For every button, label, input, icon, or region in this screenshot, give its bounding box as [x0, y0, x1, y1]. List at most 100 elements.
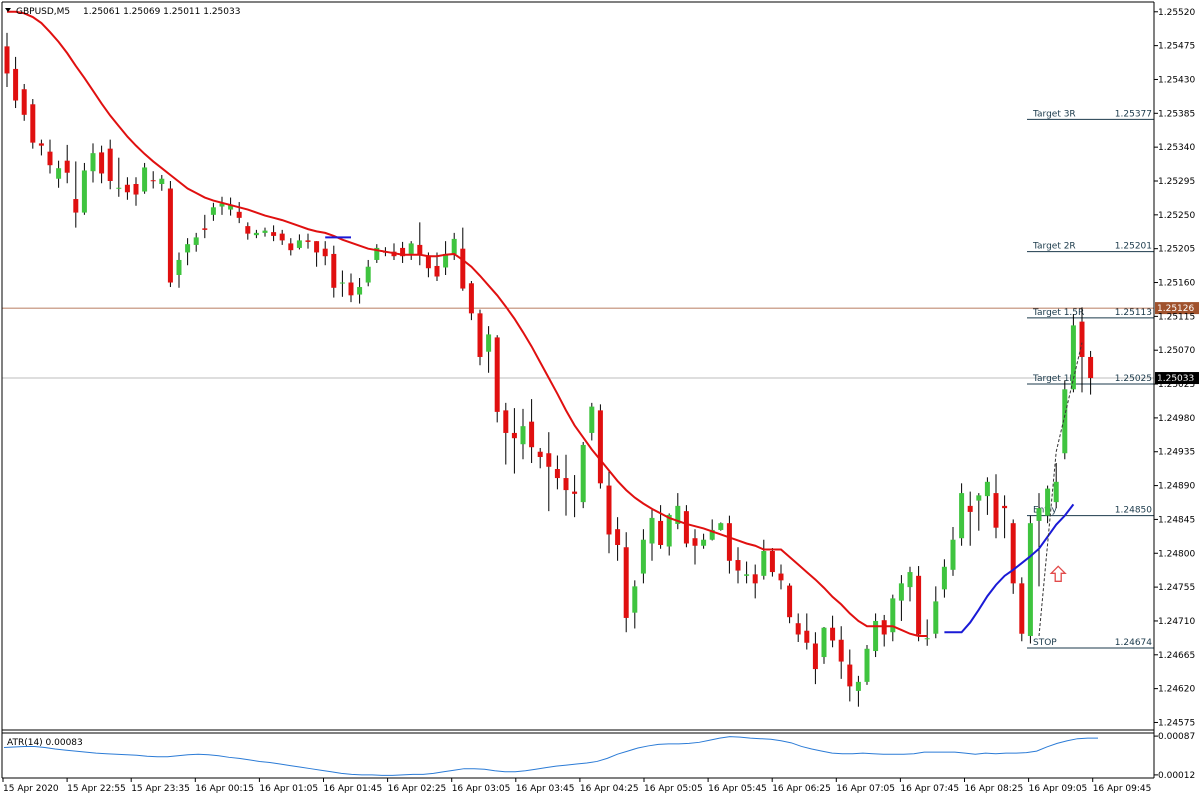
candle-up: [210, 207, 216, 215]
candle-up: [1070, 325, 1076, 390]
candle-down: [503, 410, 509, 433]
candles: [4, 32, 1094, 707]
candle-down: [434, 265, 440, 277]
candle-up: [374, 247, 380, 260]
candle-down: [4, 46, 10, 74]
candle-down: [830, 627, 836, 641]
candle-down: [417, 244, 423, 255]
candle-up: [718, 523, 724, 530]
candle-up: [744, 574, 750, 576]
moving-average-red: [7, 10, 928, 637]
candle-down: [683, 511, 689, 544]
candle-up: [649, 517, 655, 544]
candle-up: [159, 178, 165, 184]
y-tick-label: 1.24845: [1158, 515, 1195, 525]
candle-down: [752, 574, 758, 584]
x-axis: 15 Apr 2020 15 Apr 22:55 15 Apr 23:35 16 Ap…: [2, 778, 1152, 794]
candle-up: [357, 287, 363, 295]
candle-up: [907, 572, 913, 588]
y-tick-label: 1.24710: [1158, 617, 1195, 627]
y-tick-label: 1.24665: [1158, 651, 1195, 661]
y-tick-label: 1.25115: [1158, 312, 1195, 322]
level-value: 1.24674: [1115, 638, 1152, 648]
candle-down: [107, 148, 113, 181]
level-name: STOP: [1033, 638, 1057, 648]
candle-up: [262, 230, 268, 233]
trend-line: [1038, 342, 1083, 637]
candle-down: [572, 491, 578, 494]
candle-down: [795, 623, 801, 635]
ohlc-header: 1.25061 1.25069 1.25011 1.25033: [83, 7, 240, 17]
y-tick-label: 1.24980: [1158, 414, 1195, 424]
y-tick-label: 1.24620: [1158, 685, 1195, 695]
candle-up: [1062, 389, 1068, 454]
x-tick-label: 15 Apr 22:55: [67, 784, 126, 794]
chart-title: GBPUSD,M5: [16, 7, 70, 17]
candle-up: [761, 551, 767, 576]
y-tick-label: 1.24755: [1158, 583, 1195, 593]
x-tick-label: 16 Apr 02:25: [388, 784, 447, 794]
candle-down: [64, 160, 70, 173]
candle-down: [537, 451, 543, 457]
candle-down: [21, 89, 27, 115]
candle-up: [451, 238, 457, 254]
candle-up: [580, 444, 586, 503]
candle-down: [468, 283, 474, 314]
entry-arrow-icon: [1049, 565, 1067, 582]
moving-average-blue: [944, 503, 1075, 634]
atr-line: [3, 736, 1098, 776]
candle-down: [322, 248, 328, 257]
level-value: 1.25377: [1115, 109, 1152, 119]
candle-up: [855, 681, 861, 691]
level-name: Target 2R: [1032, 242, 1076, 252]
candle-up: [941, 566, 947, 590]
candle-up: [675, 505, 681, 524]
candle-up: [219, 203, 225, 207]
level-value: 1.25201: [1115, 242, 1152, 252]
candle-up: [890, 598, 896, 633]
y-tick-label: 1.24575: [1158, 718, 1195, 728]
level-name: Target 1.5R: [1032, 308, 1084, 318]
x-tick-label: 15 Apr 23:35: [131, 784, 190, 794]
dropdown-triangle-icon[interactable]: [5, 8, 11, 12]
candle-up: [193, 237, 199, 245]
x-tick-label: 16 Apr 09:05: [1029, 784, 1088, 794]
candle-up: [666, 514, 672, 547]
candle-down: [150, 180, 156, 182]
y-tick-label: 1.25520: [1158, 8, 1195, 18]
y-tick-label: 1.25340: [1158, 143, 1195, 153]
candle-down: [1019, 583, 1025, 634]
candle-down: [73, 199, 79, 213]
candle-down: [477, 313, 483, 357]
atr-label: ATR(14) 0.00083: [7, 738, 83, 748]
candle-down: [916, 575, 922, 635]
candle-down: [563, 478, 569, 491]
candle-down: [735, 560, 741, 571]
candle-down: [967, 505, 973, 512]
x-tick-label: 16 Apr 05:45: [708, 784, 767, 794]
level-value: 1.25025: [1115, 374, 1152, 384]
x-tick-label: 16 Apr 05:05: [644, 784, 703, 794]
candle-down: [305, 240, 311, 242]
candle-down: [13, 68, 19, 101]
candle-down: [425, 255, 431, 269]
candle-up: [821, 627, 827, 658]
candle-up: [1053, 481, 1059, 503]
x-tick-label: 16 Apr 09:45: [1093, 784, 1152, 794]
annotations: [1038, 342, 1083, 637]
candle-down: [623, 547, 629, 618]
candle-up: [1045, 488, 1051, 516]
x-tick-label: 15 Apr 2020: [3, 784, 59, 794]
candle-down: [993, 493, 999, 528]
candle-up: [142, 167, 148, 192]
candle-down: [271, 232, 277, 236]
candle-down: [288, 243, 294, 251]
candle-up: [933, 601, 939, 634]
price-line-label: 1.25033: [1157, 374, 1194, 384]
candle-down: [400, 247, 406, 257]
candle-up: [873, 620, 879, 652]
candle-down: [529, 421, 535, 448]
candle-down: [1079, 321, 1085, 357]
candle-up: [228, 205, 234, 210]
